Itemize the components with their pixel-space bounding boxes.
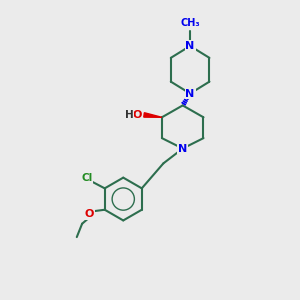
Text: N: N — [185, 41, 195, 51]
Polygon shape — [144, 113, 162, 117]
Text: N: N — [178, 143, 187, 154]
Text: Cl: Cl — [81, 173, 92, 183]
Text: O: O — [133, 110, 142, 120]
Text: CH₃: CH₃ — [180, 18, 200, 28]
Text: H: H — [125, 110, 134, 120]
Text: O: O — [84, 209, 94, 219]
Text: N: N — [185, 88, 195, 98]
